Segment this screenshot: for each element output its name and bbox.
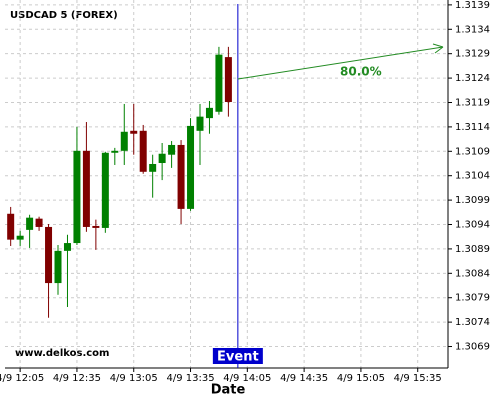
y-tick-label: 1.3129 [455,49,490,60]
candle-body [82,150,90,227]
y-tick-label: 1.3139 [455,0,490,11]
y-tick-label: 1.3094 [455,220,490,231]
y-tick-label: 1.3124 [455,73,490,84]
prediction-label: 80.0% [340,65,382,79]
y-tick-label: 1.3119 [455,97,490,108]
candle-body [196,116,204,131]
y-tick-label: 1.3109 [455,146,490,157]
x-tick-label: 4/9 15:05 [337,373,385,384]
y-tick-label: 1.3089 [455,244,490,255]
candle-body [92,225,100,228]
candle-body [139,130,147,172]
candle-body [205,107,213,119]
arrow-head [432,43,444,54]
candle-body [111,150,119,153]
event-box [212,348,263,364]
candle-body [168,144,176,155]
event-label: Event [217,350,259,365]
chart-title: USDCAD 5 (FOREX) [10,10,118,21]
x-tick-label: 4/9 12:35 [53,373,101,384]
candle-body [224,57,232,103]
y-tick-label: 1.3074 [455,317,490,328]
candle-body [158,153,166,164]
x-tick-label: 4/9 14:05 [223,373,271,384]
candle-body [35,218,43,227]
y-tick-label: 1.3069 [455,342,490,353]
y-tick-label: 1.3114 [455,122,490,133]
watermark: www.delkos.com [15,348,109,359]
x-tick-label: 4/9 15:35 [394,373,442,384]
candle-body [101,152,109,228]
y-tick-label: 1.3099 [455,195,490,206]
y-tick-label: 1.3079 [455,293,490,304]
candle-body [215,54,223,112]
candle-body [130,130,138,134]
x-tick-label: 4/9 13:05 [110,373,158,384]
candle-body [7,213,15,240]
candle-body [187,125,195,209]
candle-body [63,243,71,251]
x-tick-label: 4/9 13:35 [166,373,214,384]
candle-body [45,226,53,284]
candle-body [26,217,34,230]
y-tick-label: 1.3134 [455,24,490,35]
x-tick-label: 4/9 14:35 [280,373,328,384]
y-tick-label: 1.3084 [455,268,490,279]
candle-body [149,163,157,172]
y-tick-label: 1.3104 [455,171,490,182]
candle-body [73,150,81,244]
candle-body [16,235,24,240]
prediction-arrow [237,46,444,80]
x-tick-label: 4/9 12:05 [0,373,44,384]
x-axis-label: Date [211,383,246,398]
candle-body [54,250,62,284]
candle-body [177,144,185,209]
candle-body [120,131,128,151]
